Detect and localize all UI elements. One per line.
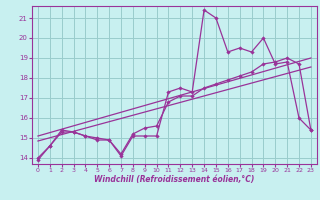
X-axis label: Windchill (Refroidissement éolien,°C): Windchill (Refroidissement éolien,°C)	[94, 175, 255, 184]
